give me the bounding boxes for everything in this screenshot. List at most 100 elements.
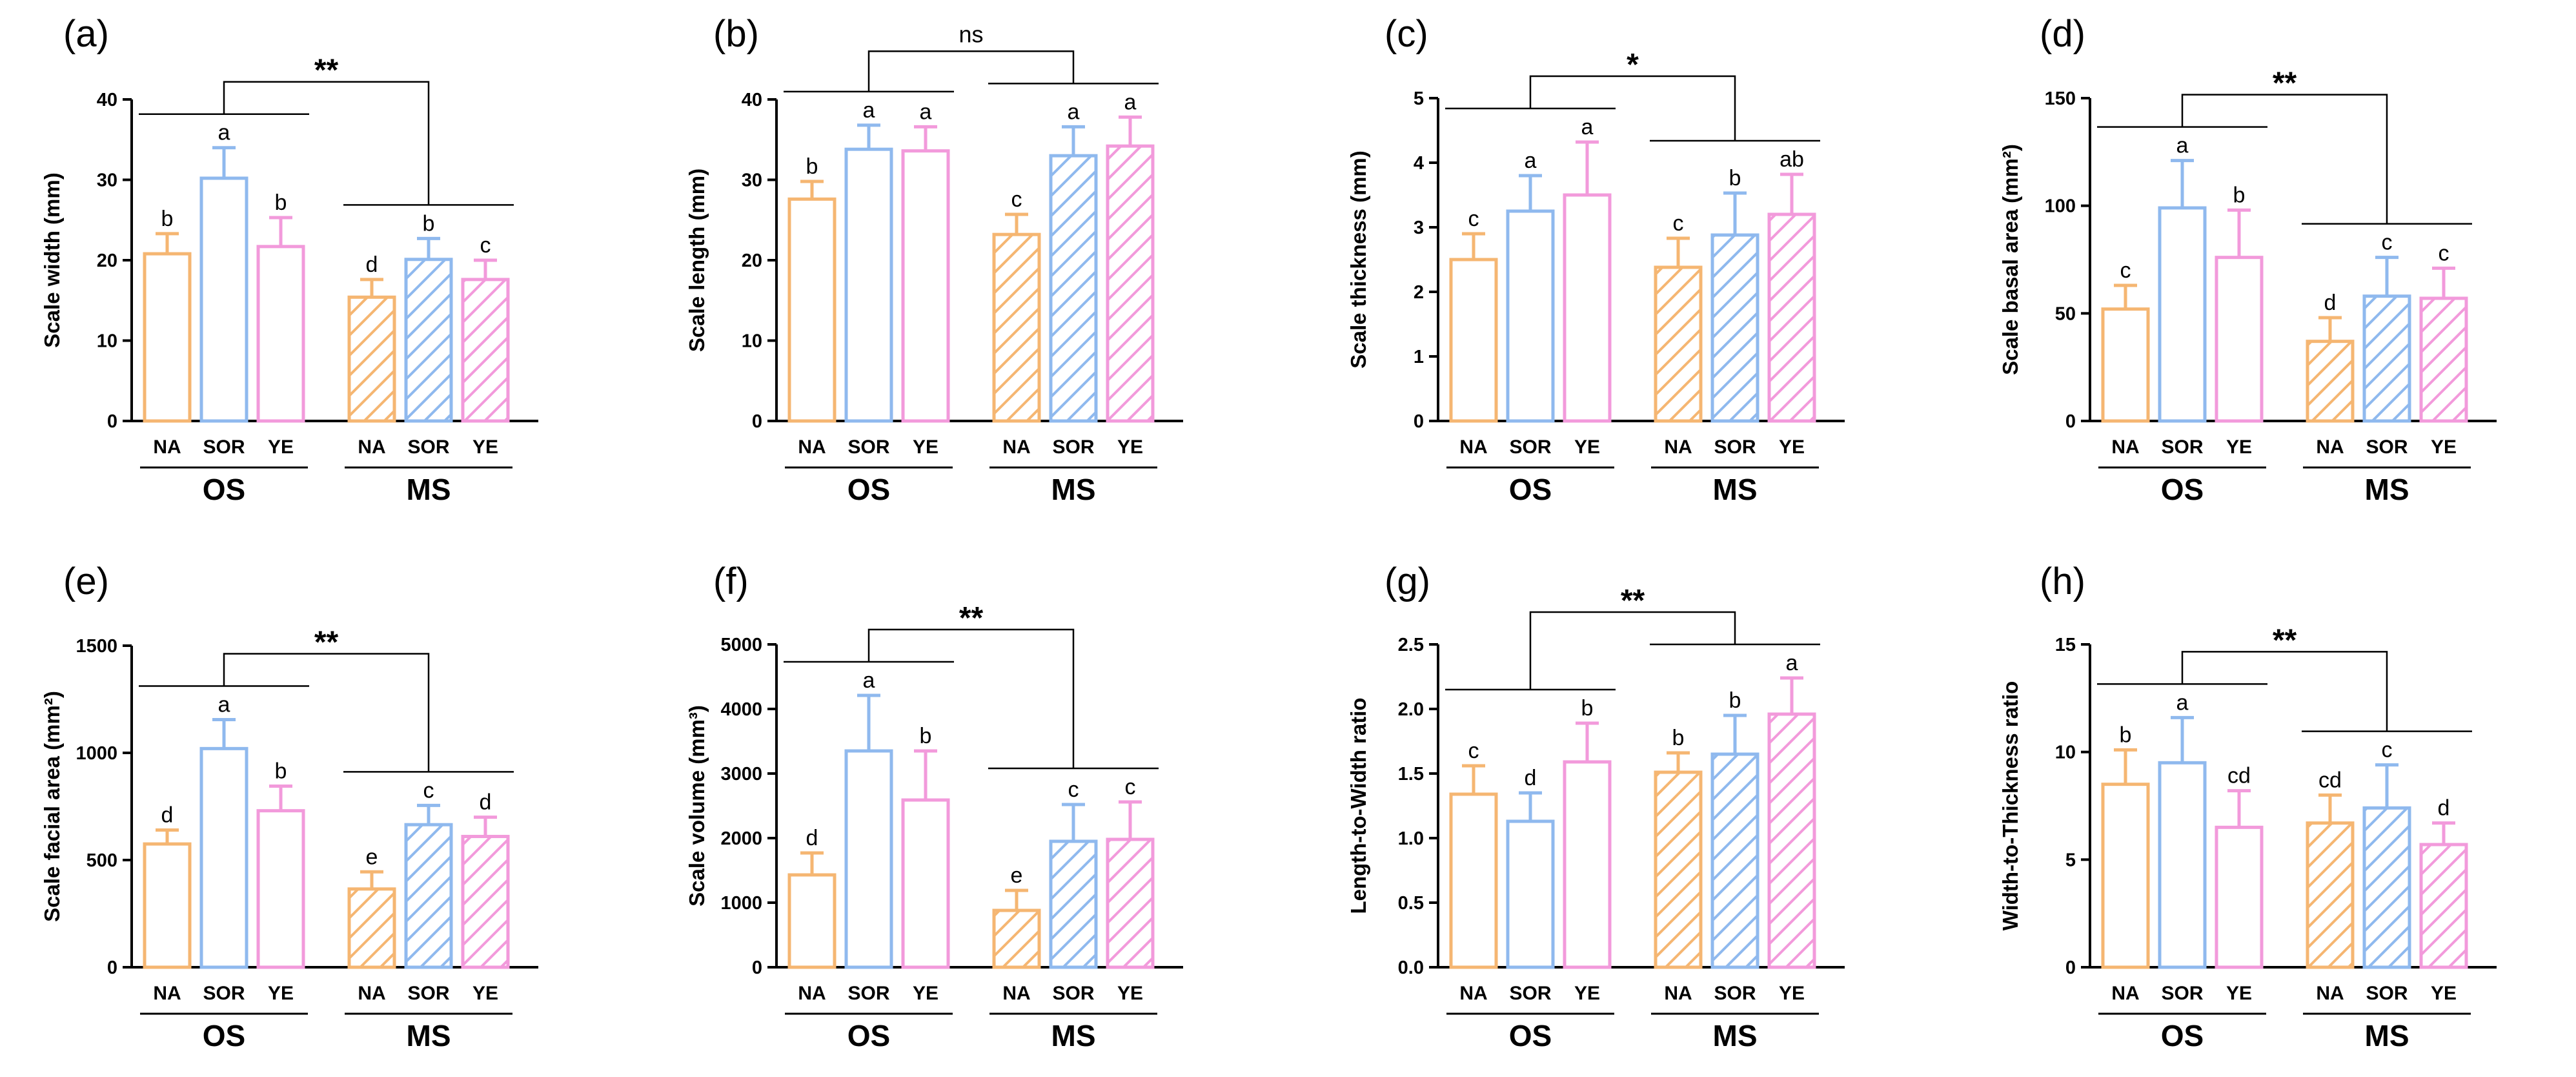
- significance-letter: c: [1468, 739, 1479, 763]
- bar-MS-NA: [992, 232, 1041, 423]
- bar-MS-YE: [2419, 296, 2468, 423]
- bar-OS-YE: [901, 798, 950, 969]
- significance-letter: b: [1729, 688, 1741, 713]
- y-tick-label: 10: [742, 331, 762, 352]
- y-axis-label: Scale thickness (mm): [1346, 150, 1370, 368]
- chart-panel-f: (f) Scale volume (mm³) 0 1000 2000 3000 4000 50…: [685, 560, 1183, 1052]
- bar-OS-SOR: [844, 749, 893, 969]
- group-label-OS: OS: [847, 1019, 890, 1052]
- significance-letter: c: [1068, 777, 1079, 802]
- group-label-OS: OS: [1509, 473, 1552, 506]
- x-tick-label: NA: [358, 983, 385, 1004]
- x-tick-label: NA: [153, 436, 181, 458]
- panel-letter: (f): [713, 560, 749, 602]
- significance-letter: a: [218, 121, 230, 145]
- x-tick-label: NA: [798, 436, 826, 458]
- significance-letter: b: [161, 207, 174, 231]
- bar-OS-NA: [1449, 258, 1498, 423]
- significance-letter: a: [1124, 90, 1137, 114]
- y-axis-label: Scale volume (mm³): [685, 705, 709, 907]
- x-tick-label: SOR: [203, 436, 245, 458]
- bar-MS-SOR: [2362, 806, 2411, 969]
- y-axis-label: Scale width (mm): [40, 172, 64, 347]
- x-tick-label: YE: [1117, 983, 1143, 1004]
- group-label-MS: MS: [1713, 473, 1758, 506]
- x-tick-label: SOR: [2161, 983, 2203, 1004]
- y-tick-label: 40: [742, 90, 762, 110]
- x-tick-label: NA: [1664, 436, 1692, 458]
- x-tick-label: NA: [2316, 983, 2344, 1004]
- y-tick-label: 0.0: [1398, 958, 1424, 978]
- significance-letter: a: [863, 668, 875, 693]
- significance-letter: c: [2120, 258, 2131, 283]
- group-label-MS: MS: [1713, 1019, 1758, 1052]
- group-significance-label: **: [959, 601, 984, 635]
- y-axis-label: Scale length (mm): [685, 169, 709, 352]
- y-tick-label: 40: [97, 90, 117, 110]
- x-tick-label: YE: [268, 983, 294, 1004]
- significance-letter: e: [1011, 863, 1023, 888]
- significance-letter: e: [366, 845, 378, 869]
- x-tick-label: YE: [2431, 436, 2457, 458]
- significance-letter: d: [2438, 796, 2450, 821]
- significance-letter: d: [1525, 766, 1537, 790]
- y-tick-label: 0.5: [1398, 893, 1424, 914]
- panel-letter: (c): [1384, 13, 1428, 55]
- x-tick-label: NA: [1459, 983, 1487, 1004]
- group-label-OS: OS: [1509, 1019, 1552, 1052]
- y-tick-label: 1: [1414, 347, 1424, 367]
- y-tick-label: 4: [1414, 153, 1424, 174]
- bar-OS-NA: [143, 842, 192, 969]
- bar-OS-NA: [1449, 792, 1498, 969]
- bar-MS-SOR: [1049, 839, 1098, 969]
- significance-letter: c: [423, 778, 434, 803]
- x-tick-label: SOR: [2366, 983, 2408, 1004]
- bar-OS-NA: [787, 873, 837, 969]
- y-tick-label: 5000: [720, 635, 762, 655]
- panel-letter: (a): [63, 13, 109, 55]
- panel-letter: (b): [713, 13, 759, 55]
- significance-letter: a: [218, 693, 230, 717]
- significance-letter: b: [2120, 723, 2132, 747]
- x-tick-label: NA: [2111, 983, 2139, 1004]
- y-tick-label: 0: [107, 958, 117, 978]
- x-tick-label: YE: [268, 436, 294, 458]
- x-tick-label: YE: [913, 436, 938, 458]
- group-label-MS: MS: [2365, 473, 2409, 506]
- bar-MS-NA: [347, 295, 396, 423]
- significance-letter: d: [161, 803, 174, 828]
- x-tick-label: SOR: [847, 436, 889, 458]
- bar-OS-NA: [787, 197, 837, 423]
- significance-letter: d: [480, 790, 492, 815]
- bar-OS-YE: [2215, 825, 2264, 969]
- y-axis-label: Width-to-Thickness ratio: [1998, 681, 2022, 931]
- bar-MS-YE: [1767, 712, 1816, 969]
- bar-OS-SOR: [199, 746, 248, 969]
- bar-MS-NA: [1654, 265, 1703, 423]
- y-tick-label: 5: [2065, 850, 2076, 870]
- y-tick-label: 2.0: [1398, 699, 1424, 720]
- significance-letter: b: [1581, 696, 1594, 721]
- significance-letter: c: [2382, 231, 2393, 255]
- significance-letter: d: [2324, 291, 2337, 315]
- x-tick-label: YE: [472, 983, 498, 1004]
- x-tick-label: SOR: [2366, 436, 2408, 458]
- significance-letter: b: [275, 190, 287, 215]
- group-significance-label: **: [314, 626, 339, 660]
- x-tick-label: YE: [1574, 436, 1600, 458]
- x-tick-label: YE: [2431, 983, 2457, 1004]
- significance-letter: cd: [2318, 768, 2342, 792]
- group-label-OS: OS: [847, 473, 890, 506]
- group-label-MS: MS: [407, 473, 451, 506]
- significance-letter: c: [480, 233, 491, 258]
- significance-letter: b: [806, 154, 818, 179]
- group-comparison-bracket: [2181, 94, 2388, 224]
- bar-MS-NA: [992, 908, 1041, 969]
- x-tick-label: YE: [1779, 983, 1805, 1004]
- y-tick-label: 5: [1414, 88, 1424, 109]
- y-axis-label: Scale facial area (mm²): [40, 691, 64, 922]
- y-tick-label: 0: [752, 958, 762, 978]
- bar-MS-NA: [347, 887, 396, 969]
- y-tick-label: 10: [2055, 743, 2076, 763]
